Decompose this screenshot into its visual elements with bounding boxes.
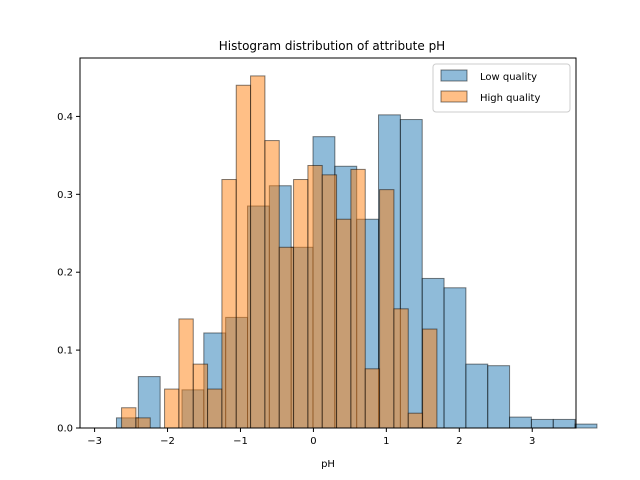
high-quality-bar	[221, 179, 237, 429]
x-tick-label: −2	[160, 436, 175, 447]
high-quality-bar	[293, 179, 309, 429]
high-quality-bar	[178, 318, 194, 429]
x-tick-label: 3	[529, 436, 535, 447]
high-quality-bar	[192, 363, 209, 429]
high-quality-bar	[422, 328, 438, 429]
high-quality-bar	[407, 412, 424, 429]
y-axis-ticks: 0.0 0.1 0.2 0.3 0.4	[57, 112, 80, 435]
high-quality-bar	[336, 218, 352, 429]
high-quality-bar	[207, 388, 223, 429]
y-tick-label: 0.4	[57, 112, 73, 123]
high-quality-bar	[307, 164, 323, 429]
high-quality-bar	[250, 75, 266, 429]
x-tick-label: 1	[383, 436, 389, 447]
x-tick-label: 0	[310, 436, 316, 447]
x-axis-label: pH	[321, 459, 335, 470]
x-tick-label: −1	[233, 436, 248, 447]
legend-label-high: High quality	[480, 93, 540, 104]
high-quality-bar	[379, 189, 395, 429]
high-quality-bar	[135, 417, 151, 429]
high-quality-bar	[235, 84, 252, 429]
y-tick-label: 0.0	[57, 424, 73, 435]
high-quality-bar	[393, 308, 409, 429]
y-tick-label: 0.2	[57, 268, 73, 279]
x-tick-label: 2	[456, 436, 462, 447]
x-tick-label: −3	[87, 436, 102, 447]
high-quality-bars	[121, 75, 438, 429]
x-axis-ticks: −3 −2 −1 0 1 2 3	[87, 428, 535, 447]
low-quality-bar	[443, 287, 467, 429]
low-quality-bar	[509, 416, 532, 429]
y-tick-label: 0.1	[57, 346, 73, 357]
low-quality-bar	[530, 418, 554, 429]
high-quality-bar	[264, 140, 280, 429]
low-quality-bar	[465, 363, 489, 429]
high-quality-bar	[278, 246, 295, 429]
high-quality-bar	[321, 174, 338, 429]
legend-label-low: Low quality	[480, 72, 537, 83]
low-quality-bar	[487, 365, 511, 429]
high-quality-bar	[164, 388, 180, 429]
y-tick-label: 0.3	[57, 190, 73, 201]
low-quality-bar	[574, 423, 598, 429]
legend-swatch-low	[440, 69, 468, 82]
chart-title: Histogram distribution of attribute pH	[219, 39, 445, 53]
low-quality-bar	[552, 418, 576, 429]
plot-frame	[79, 57, 577, 429]
legend: Low quality High quality	[432, 63, 571, 113]
high-quality-bar	[121, 407, 137, 429]
legend-swatch-high	[440, 90, 468, 103]
high-quality-bar	[350, 168, 366, 429]
high-quality-bar	[364, 368, 381, 429]
